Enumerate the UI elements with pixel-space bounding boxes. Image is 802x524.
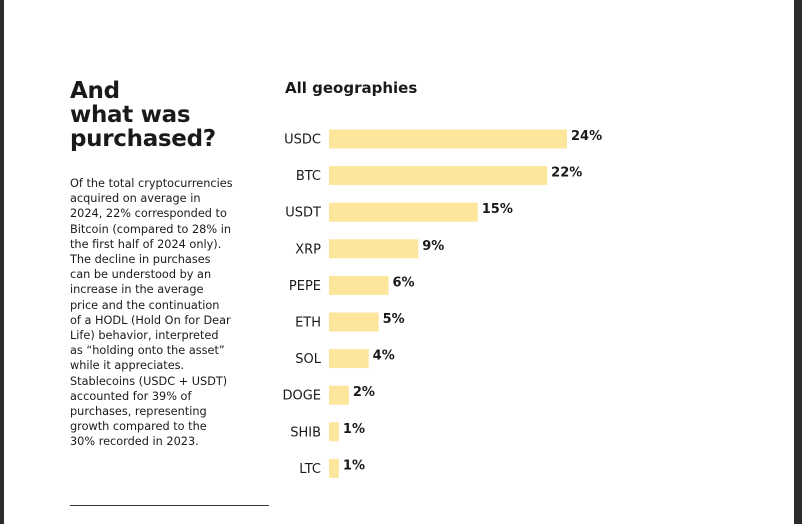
bar-btc <box>329 166 548 186</box>
body-line: as “holding onto the asset” <box>70 344 225 358</box>
body-line: Bitcoin (compared to 28% in <box>70 222 231 236</box>
heading-line: what was <box>70 102 191 128</box>
window-border-right <box>794 0 802 524</box>
data-label: 22% <box>551 166 582 181</box>
bar-doge <box>329 385 349 405</box>
category-label: SOL <box>295 352 321 367</box>
bar-shib <box>329 422 339 442</box>
body-line: growth compared to the <box>70 420 207 434</box>
divider <box>70 505 269 506</box>
body-paragraph: Of the total cryptocurrencies acquired on… <box>70 176 233 450</box>
bar-sol <box>329 349 369 369</box>
body-line: 2024, 22% corresponded to <box>70 207 227 221</box>
data-label: 5% <box>383 312 405 327</box>
data-label: 24% <box>571 129 602 144</box>
data-label: 15% <box>482 202 513 217</box>
body-line: purchases, representing <box>70 405 207 419</box>
category-label: LTC <box>299 462 321 477</box>
data-label: 1% <box>343 458 365 473</box>
category-label: USDT <box>285 206 321 221</box>
body-line: accounted for 39% of <box>70 389 192 403</box>
body-line: 30% recorded in 2023. <box>70 435 199 449</box>
chart-title: All geographies <box>285 79 418 97</box>
data-label: 9% <box>422 239 444 254</box>
body-line: Stablecoins (USDC + USDT) <box>70 374 228 388</box>
data-label: 6% <box>393 275 415 290</box>
bar-ltc <box>329 458 339 478</box>
bar-pepe <box>329 275 389 295</box>
bar-usdt <box>329 202 478 222</box>
category-label: BTC <box>296 169 321 184</box>
body-line: acquired on average in <box>70 192 201 206</box>
data-label: 2% <box>353 385 375 400</box>
section-heading: And what was purchased? <box>70 79 216 151</box>
data-label: 4% <box>373 349 395 364</box>
body-line: of a HODL (Hold On for Dear <box>70 313 231 327</box>
heading-line: purchased? <box>70 126 216 152</box>
data-label: 1% <box>343 422 365 437</box>
bar-eth <box>329 312 379 332</box>
category-label: XRP <box>295 242 321 257</box>
category-label: SHIB <box>290 425 321 440</box>
body-line: The decline in purchases <box>70 253 211 267</box>
category-label: USDC <box>284 133 321 148</box>
category-label: ETH <box>295 316 321 331</box>
body-line: can be understood by an <box>70 268 212 282</box>
category-label: PEPE <box>289 279 321 294</box>
body-line: while it appreciates. <box>70 359 185 373</box>
body-line: increase in the average <box>70 283 204 297</box>
window-border-left <box>0 0 4 524</box>
body-line: Life) behavior, interpreted <box>70 329 219 343</box>
body-line: Of the total cryptocurrencies <box>70 177 233 190</box>
body-line: price and the continuation <box>70 298 220 312</box>
heading-line: And <box>70 78 120 104</box>
body-line: the first half of 2024 only). <box>70 237 222 251</box>
category-label: DOGE <box>282 389 321 404</box>
bar-xrp <box>329 239 419 259</box>
bar-usdc <box>329 129 567 149</box>
